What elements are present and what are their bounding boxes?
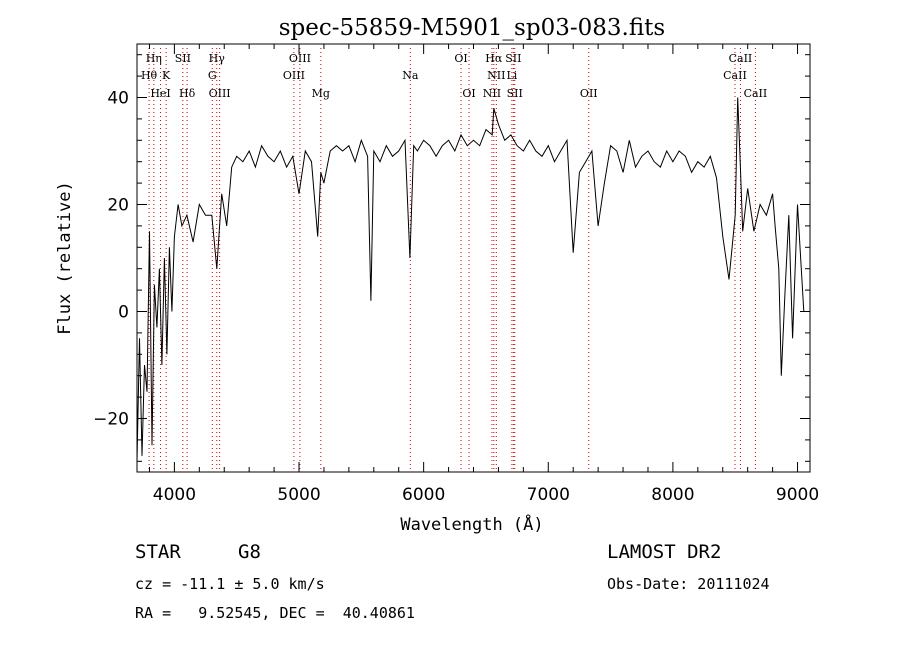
cz-value: cz = -11.1 ± 5.0 km/s	[135, 575, 325, 593]
line-label: CaII	[744, 87, 768, 100]
y-tick-label: 20	[107, 196, 129, 216]
line-label: Hθ	[141, 69, 158, 82]
x-tick-label: 6000	[402, 485, 445, 505]
x-axis: 4000 5000 6000 7000 8000 9000	[148, 44, 819, 505]
x-tick-label: 7000	[527, 485, 570, 505]
line-label: Na	[402, 69, 419, 82]
line-label: Li	[506, 69, 517, 82]
x-tick-label: 8000	[651, 485, 694, 505]
line-label: OII	[580, 87, 598, 100]
line-label: CaII	[729, 52, 753, 65]
line-label: OI	[454, 52, 467, 65]
y-axis-label: Flux (relative)	[55, 181, 75, 335]
line-label: NII	[483, 87, 501, 100]
subclass-label: G8	[238, 541, 261, 563]
survey-label: LAMOST DR2	[607, 541, 722, 563]
line-label: HeI	[150, 87, 170, 100]
coordinates: RA = 9.52545, DEC = 40.40861	[135, 604, 415, 622]
line-label: K	[162, 69, 171, 82]
x-tick-label: 5000	[277, 485, 320, 505]
line-label: Hα	[485, 52, 503, 65]
line-label: SII	[507, 87, 523, 100]
x-tick-label: 4000	[153, 485, 196, 505]
line-markers	[148, 48, 756, 472]
class-label: STAR	[135, 541, 181, 563]
line-label: OIII	[209, 87, 231, 100]
obs-date: Obs-Date: 20111024	[607, 575, 770, 593]
x-axis-label: Wavelength (Å)	[400, 513, 543, 535]
line-label: OIII	[289, 52, 311, 65]
line-label: SII	[505, 52, 521, 65]
line-label: CaII	[723, 69, 747, 82]
line-label: Hγ	[209, 52, 226, 65]
plot-frame	[136, 43, 811, 473]
line-label: Hδ	[179, 87, 196, 100]
line-label: G	[208, 69, 217, 82]
line-label: OI	[462, 87, 475, 100]
line-label: Hη	[146, 52, 162, 65]
spectrum-line	[136, 97, 805, 462]
line-label: SII	[175, 52, 191, 65]
y-axis: −20 0 20 40	[93, 54, 810, 462]
x-tick-label: 9000	[776, 485, 819, 505]
y-tick-label: −20	[93, 410, 129, 430]
line-label: Mg	[312, 87, 330, 100]
y-tick-label: 0	[118, 303, 129, 323]
y-tick-label: 40	[107, 89, 129, 109]
line-label: OIII	[283, 69, 305, 82]
line-label: NII	[487, 69, 505, 82]
chart-title: spec-55859-M5901_sp03-083.fits	[279, 15, 665, 41]
